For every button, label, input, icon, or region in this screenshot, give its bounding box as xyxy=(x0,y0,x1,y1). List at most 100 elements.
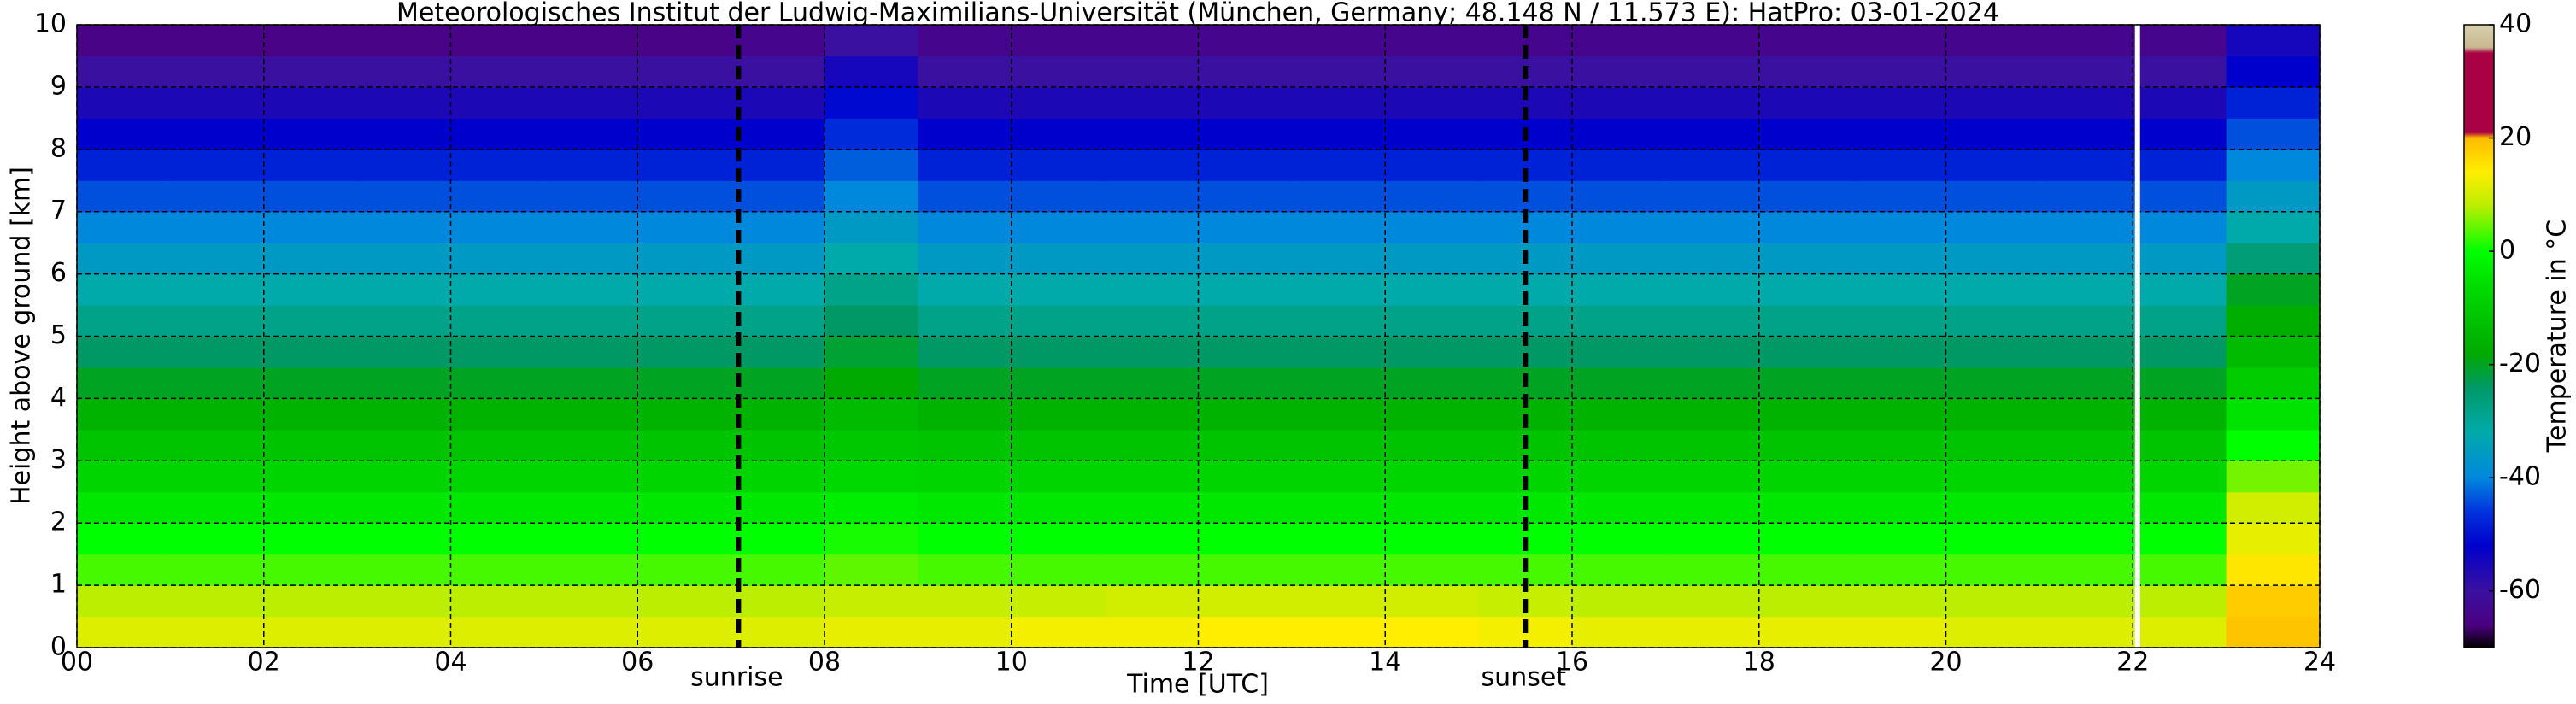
heatmap-cell xyxy=(1852,461,1947,493)
heatmap-cell xyxy=(357,367,452,399)
heatmap-cell xyxy=(637,56,732,88)
heatmap-cell xyxy=(1011,398,1106,431)
heatmap-cell xyxy=(918,118,1012,150)
heatmap-cell xyxy=(450,180,545,213)
heatmap-cell xyxy=(1665,149,1760,181)
heatmap-cell xyxy=(77,86,171,119)
heatmap-cell xyxy=(2226,305,2321,337)
heatmap-cell xyxy=(824,523,918,555)
heatmap-cell xyxy=(1572,211,1666,243)
heatmap-cell xyxy=(77,211,171,243)
heatmap-cell xyxy=(731,491,825,524)
heatmap-cell xyxy=(2226,398,2321,431)
heatmap-cell xyxy=(1945,180,2040,213)
heatmap-cell xyxy=(543,86,638,119)
heatmap-cell xyxy=(2039,398,2133,431)
heatmap-cell xyxy=(1665,585,1760,618)
heatmap-cell xyxy=(450,211,545,243)
heatmap-cell xyxy=(1011,305,1106,337)
heatmap-cell xyxy=(1758,86,1853,119)
heatmap-cell xyxy=(2226,180,2321,213)
heatmap-cell xyxy=(918,243,1012,275)
heatmap-cell xyxy=(450,367,545,399)
x-tick-label: 02 xyxy=(248,648,280,678)
heatmap-cell xyxy=(450,585,545,618)
heatmap-cell xyxy=(918,616,1012,648)
heatmap-cell xyxy=(1852,305,1947,337)
heatmap-cell xyxy=(637,243,732,275)
heatmap-cell xyxy=(1291,616,1386,648)
heatmap-cell xyxy=(637,180,732,213)
heatmap-cell xyxy=(170,554,265,586)
heatmap-cell xyxy=(1758,336,1853,368)
heatmap-cell xyxy=(1572,149,1666,181)
heatmap-cell xyxy=(1758,398,1853,431)
heatmap-cell xyxy=(2039,585,2133,618)
heatmap-cell xyxy=(170,523,265,555)
heatmap-cell xyxy=(1758,180,1853,213)
heatmap-cell xyxy=(357,243,452,275)
heatmap-cell xyxy=(1945,398,2040,431)
heatmap-cell xyxy=(543,398,638,431)
x-tick-label: 10 xyxy=(995,648,1028,678)
heatmap-cell xyxy=(824,461,918,493)
x-tick-label: 00 xyxy=(61,648,93,678)
heatmap-cell xyxy=(2226,336,2321,368)
heatmap-cell xyxy=(1758,429,1853,461)
heatmap-cell xyxy=(1011,585,1106,618)
heatmap-cell xyxy=(824,491,918,524)
x-tick-label: 12 xyxy=(1182,648,1214,678)
marker-label: sunset xyxy=(1482,663,1567,693)
heatmap-cell xyxy=(263,149,358,181)
y-axis-label: Height above ground [km] xyxy=(7,167,37,505)
heatmap-cell xyxy=(170,273,265,306)
heatmap-cell xyxy=(1385,585,1480,618)
heatmap-cell xyxy=(731,367,825,399)
heatmap-cell xyxy=(1105,429,1200,461)
heatmap-cell xyxy=(450,554,545,586)
heatmap-cell xyxy=(637,523,732,555)
heatmap-cell xyxy=(77,243,171,275)
heatmap-cell xyxy=(1758,118,1853,150)
heatmap-cell xyxy=(1572,273,1666,306)
heatmap-cell xyxy=(357,336,452,368)
heatmap-cell xyxy=(77,367,171,399)
heatmap-cell xyxy=(1291,305,1386,337)
heatmap-cell xyxy=(1291,243,1386,275)
heatmap-cell xyxy=(637,118,732,150)
heatmap-cell xyxy=(1105,585,1200,618)
heatmap-cell xyxy=(2133,243,2227,275)
heatmap-cell xyxy=(1198,491,1293,524)
heatmap-cell xyxy=(1945,367,2040,399)
heatmap-cell xyxy=(1291,336,1386,368)
heatmap-cell xyxy=(731,243,825,275)
heatmap-cell xyxy=(2226,461,2321,493)
heatmap-cell xyxy=(1105,273,1200,306)
heatmap-cell xyxy=(1198,523,1293,555)
heatmap-cell xyxy=(2133,523,2227,555)
heatmap-cell xyxy=(2226,491,2321,524)
heatmap-cell xyxy=(1572,243,1666,275)
heatmap-cell xyxy=(1291,491,1386,524)
heatmap-cell xyxy=(1945,554,2040,586)
heatmap-cell xyxy=(263,243,358,275)
heatmap-cell xyxy=(637,398,732,431)
heatmap-cell xyxy=(1852,429,1947,461)
heatmap-cell xyxy=(1105,367,1200,399)
heatmap-cell xyxy=(2226,25,2321,57)
heatmap-cell xyxy=(543,336,638,368)
heatmap-cell xyxy=(450,118,545,150)
heatmap-cell xyxy=(450,336,545,368)
heatmap-cell xyxy=(543,243,638,275)
heatmap-cell xyxy=(2133,616,2227,648)
heatmap-cell xyxy=(1198,616,1293,648)
heatmap-cell xyxy=(1665,305,1760,337)
heatmap-cell xyxy=(1105,523,1200,555)
heatmap-cell xyxy=(2133,305,2227,337)
heatmap-cell xyxy=(263,461,358,493)
heatmap-cell xyxy=(170,585,265,618)
heatmap-cell xyxy=(263,56,358,88)
heatmap-cell xyxy=(263,25,358,57)
heatmap-cell xyxy=(170,616,265,648)
